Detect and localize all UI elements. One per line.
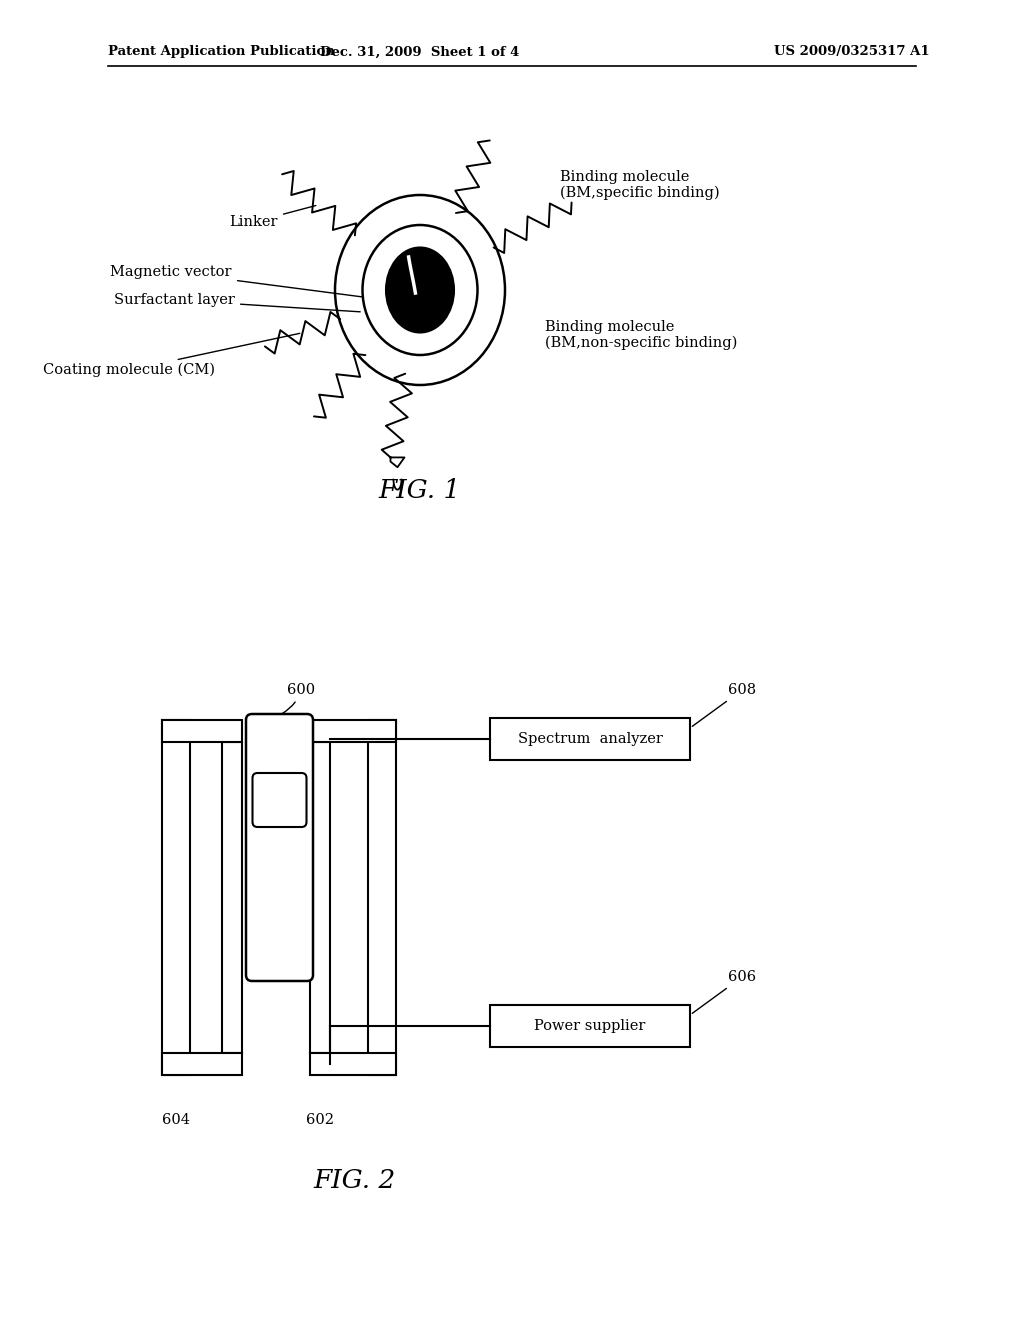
- Bar: [162, 1053, 242, 1074]
- Ellipse shape: [362, 224, 477, 355]
- Bar: [310, 1053, 396, 1074]
- Bar: [310, 742, 330, 1053]
- Bar: [162, 719, 242, 742]
- Text: FIG. 1: FIG. 1: [379, 478, 461, 503]
- Text: 602: 602: [306, 1113, 334, 1127]
- Text: FIG. 2: FIG. 2: [314, 1167, 396, 1192]
- Text: Power supplier: Power supplier: [535, 1019, 646, 1034]
- Bar: [162, 719, 190, 1074]
- Bar: [490, 1005, 690, 1047]
- Text: 604: 604: [162, 1113, 190, 1127]
- Text: Dec. 31, 2009  Sheet 1 of 4: Dec. 31, 2009 Sheet 1 of 4: [321, 45, 520, 58]
- Text: Coating molecule (CM): Coating molecule (CM): [43, 334, 300, 378]
- Bar: [490, 718, 690, 760]
- Text: 600: 600: [282, 682, 315, 714]
- FancyBboxPatch shape: [253, 774, 306, 828]
- Text: Surfactant layer: Surfactant layer: [114, 293, 360, 312]
- Bar: [368, 719, 396, 1074]
- Text: Patent Application Publication: Patent Application Publication: [108, 45, 335, 58]
- Text: 608: 608: [692, 682, 756, 726]
- Text: Linker: Linker: [229, 206, 315, 228]
- Bar: [310, 719, 396, 742]
- Ellipse shape: [386, 248, 454, 333]
- Text: Magnetic vector: Magnetic vector: [111, 265, 383, 300]
- Text: Spectrum  analyzer: Spectrum analyzer: [517, 733, 663, 746]
- Text: US 2009/0325317 A1: US 2009/0325317 A1: [774, 45, 930, 58]
- Bar: [222, 742, 242, 1053]
- Text: 606: 606: [692, 970, 756, 1014]
- Text: Binding molecule
(BM,non-specific binding): Binding molecule (BM,non-specific bindin…: [545, 319, 737, 350]
- Text: Binding molecule
(BM,specific binding): Binding molecule (BM,specific binding): [560, 170, 720, 201]
- FancyBboxPatch shape: [246, 714, 313, 981]
